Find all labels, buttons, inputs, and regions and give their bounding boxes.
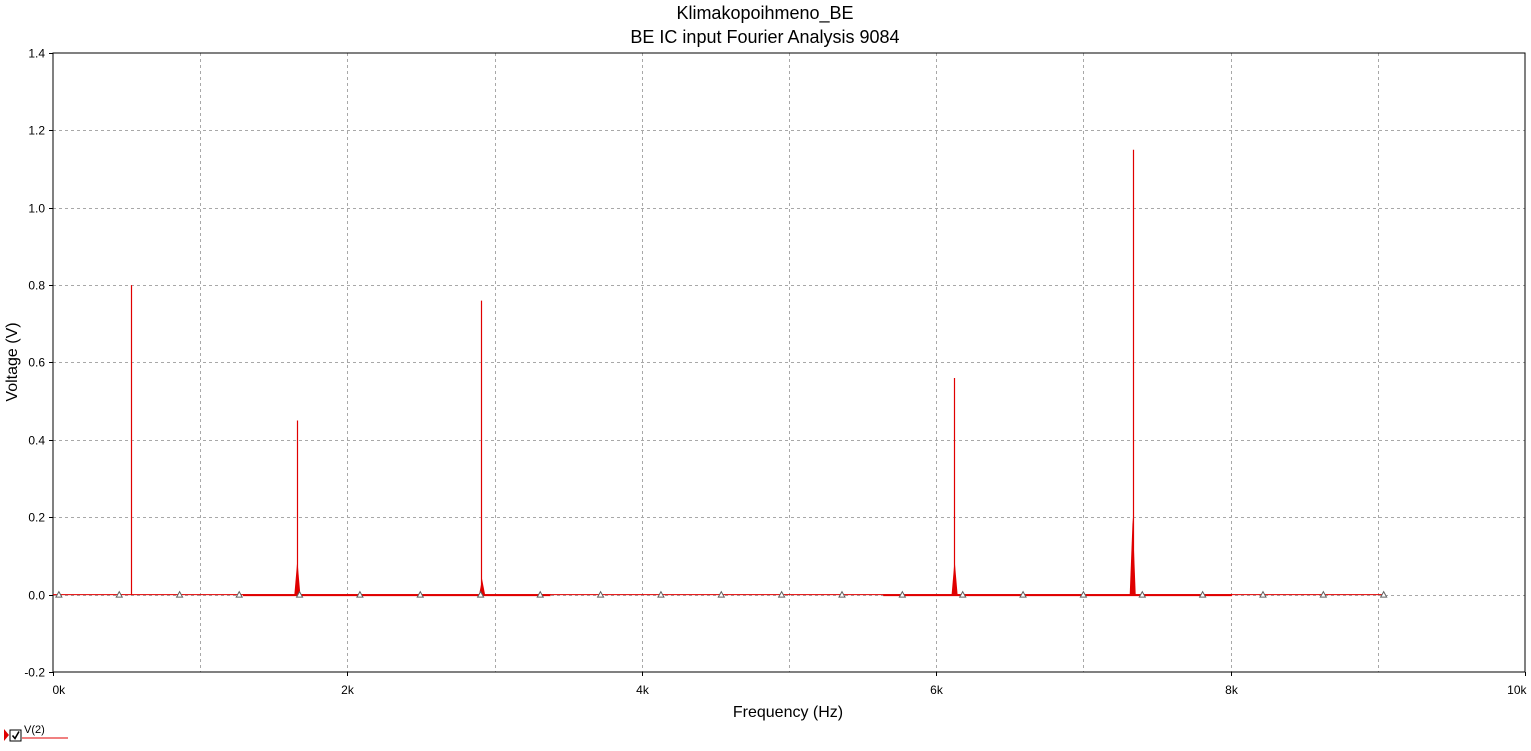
data-point-marker xyxy=(777,590,786,598)
legend-series-marker-icon xyxy=(4,729,9,741)
data-point-marker xyxy=(1079,590,1088,598)
series-layer xyxy=(53,149,1384,597)
data-point-marker xyxy=(476,590,485,598)
y-tick-label: 1.4 xyxy=(28,47,45,61)
data-point-marker xyxy=(115,590,124,598)
data-point-marker xyxy=(55,590,63,598)
data-point-marker xyxy=(1259,590,1267,598)
check-icon xyxy=(11,731,20,740)
legend-checkbox[interactable] xyxy=(9,729,22,742)
data-point-marker xyxy=(1319,590,1328,598)
y-tick-label: -0.2 xyxy=(24,666,45,680)
data-point-marker xyxy=(356,590,364,598)
legend: V(2) xyxy=(4,724,68,742)
data-point-marker xyxy=(295,590,304,598)
x-axis-label: Frequency (Hz) xyxy=(733,704,843,721)
y-tick-label: 0.4 xyxy=(28,434,45,448)
x-tick-label: 6k xyxy=(930,683,944,697)
series-skirt xyxy=(1129,517,1136,595)
data-point-marker xyxy=(416,590,425,598)
y-tick-label: 1.0 xyxy=(28,202,45,216)
y-tick-label: 1.2 xyxy=(28,124,45,138)
data-point-marker xyxy=(1379,590,1388,598)
grid xyxy=(53,53,1525,672)
x-tick-label: 4k xyxy=(636,683,650,697)
y-axis-label: Voltage (V) xyxy=(4,322,21,401)
data-point-marker xyxy=(1138,590,1147,598)
data-point-marker xyxy=(838,590,846,598)
x-tick-label: 10k xyxy=(1507,683,1527,697)
marker-layer xyxy=(55,590,1388,598)
data-point-marker xyxy=(1019,590,1027,598)
data-point-marker xyxy=(175,590,184,598)
x-tick-label: 8k xyxy=(1225,683,1239,697)
chart-title: Klimakopoihmeno_BE xyxy=(676,3,853,24)
x-axis-ticks: 0k 2k 4k 6k 8k 10k xyxy=(53,672,1527,697)
x-tick-label: 0k xyxy=(53,683,67,697)
y-tick-label: 0.8 xyxy=(28,279,45,293)
data-point-marker xyxy=(717,590,726,598)
data-point-marker xyxy=(1198,590,1207,598)
data-point-marker xyxy=(958,590,967,598)
x-tick-label: 2k xyxy=(341,683,355,697)
data-point-marker xyxy=(235,590,244,598)
chart-subtitle: BE IC input Fourier Analysis 9084 xyxy=(630,27,899,47)
y-tick-label: 0.0 xyxy=(28,589,45,603)
data-point-marker xyxy=(898,590,907,598)
legend-series-label: V(2) xyxy=(24,724,45,736)
y-tick-label: 0.2 xyxy=(28,511,45,525)
y-tick-label: 0.6 xyxy=(28,356,45,370)
data-point-marker xyxy=(536,590,545,598)
data-point-marker xyxy=(596,590,605,598)
y-axis-ticks: -0.2 0.0 0.2 0.4 0.6 0.8 1.0 1.2 1.4 xyxy=(24,47,53,680)
data-point-marker xyxy=(657,590,665,598)
